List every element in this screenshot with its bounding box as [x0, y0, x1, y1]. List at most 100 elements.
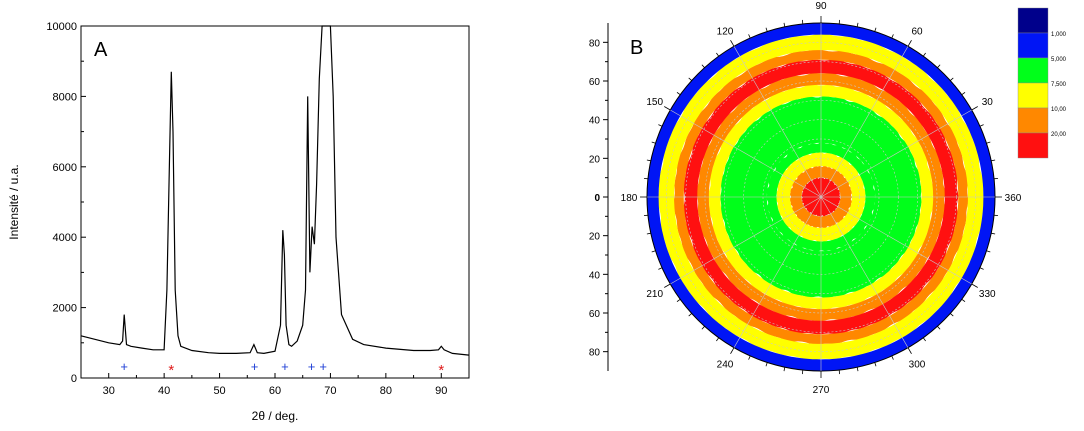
angle-tick — [980, 268, 984, 270]
angle-label: 360 — [1005, 193, 1022, 204]
x-tick-label: 30 — [103, 385, 115, 397]
angle-tick — [986, 251, 990, 252]
angle-tick — [908, 348, 912, 354]
angle-tick — [857, 367, 858, 371]
y-tick-label: 4000 — [53, 232, 77, 244]
angle-tick — [857, 23, 858, 27]
angle-label: 330 — [979, 289, 996, 300]
angle-tick — [731, 348, 735, 354]
x-tick-label: 70 — [324, 385, 336, 397]
radial-tick-label: 20 — [589, 154, 601, 165]
plus-marker: + — [120, 359, 128, 374]
angle-tick — [689, 313, 692, 316]
angle-tick — [664, 284, 670, 288]
angle-tick — [652, 251, 656, 252]
legend-swatch — [1018, 133, 1048, 158]
star-marker: * — [438, 362, 444, 379]
angle-label: 210 — [646, 289, 663, 300]
angle-tick — [702, 326, 705, 329]
angle-tick — [991, 233, 995, 234]
star-marker: * — [168, 362, 174, 379]
angle-label: 60 — [911, 27, 923, 38]
angle-tick — [647, 233, 651, 234]
x-tick-label: 60 — [269, 385, 281, 397]
x-tick-label: 50 — [213, 385, 225, 397]
legend-swatch — [1018, 8, 1048, 33]
xrd-chart-svg: 30 40 50 60 70 80 90 0 2000 4000 6000 8000 10000 + * +… — [0, 0, 520, 426]
x-tick-label: 90 — [435, 385, 447, 397]
y-tick-label: 6000 — [53, 162, 77, 174]
legend-label: 5,000 — [1051, 57, 1067, 63]
radial-tick-label: 60 — [589, 309, 601, 320]
angle-tick — [784, 23, 785, 27]
angle-tick — [766, 362, 767, 366]
angle-tick — [652, 142, 656, 143]
angle-tick — [716, 338, 718, 341]
plus-marker: + — [281, 359, 289, 374]
angle-tick — [875, 28, 876, 32]
x-axis-label: 2θ / deg. — [252, 409, 299, 423]
radial-tick-label: 40 — [589, 116, 601, 127]
x-tick-label: 80 — [380, 385, 392, 397]
angle-tick — [962, 92, 965, 94]
legend-swatch — [1018, 108, 1048, 133]
y-tick-label: 10000 — [46, 21, 77, 33]
angle-tick — [875, 362, 876, 366]
angle-tick — [950, 78, 953, 81]
legend-label: 20,00 — [1051, 132, 1067, 138]
angle-tick — [677, 92, 680, 94]
angle-tick — [892, 34, 894, 38]
y-tick-label: 0 — [71, 373, 77, 385]
polar-grid — [640, 16, 1002, 378]
angle-tick — [991, 160, 995, 161]
angle-tick — [923, 338, 925, 341]
legend-swatch — [1018, 83, 1048, 108]
angle-label: 270 — [813, 385, 830, 396]
legend-label: 7,500 — [1051, 82, 1067, 88]
angle-tick — [923, 53, 925, 56]
angle-tick — [784, 367, 785, 371]
angle-tick — [716, 53, 718, 56]
angle-label: 150 — [646, 97, 663, 108]
angle-tick — [937, 65, 940, 68]
angle-label: 120 — [717, 27, 734, 38]
plot-frame — [81, 26, 469, 378]
panel-label: A — [94, 39, 108, 61]
peak-markers: +*++++* — [120, 359, 444, 379]
radial-tick-label: 40 — [589, 270, 601, 281]
radial-tick-label: 20 — [589, 232, 601, 243]
angle-tick — [677, 299, 680, 301]
angle-label: 90 — [815, 1, 827, 12]
angle-tick — [892, 356, 894, 360]
angle-label: 300 — [909, 359, 926, 370]
angle-tick — [972, 284, 978, 288]
legend-swatch — [1018, 58, 1048, 83]
angle-tick — [731, 40, 735, 46]
angle-label: 180 — [621, 193, 638, 204]
angle-tick — [647, 160, 651, 161]
legend-label: 10,00 — [1051, 107, 1067, 113]
plus-marker: + — [308, 359, 316, 374]
y-tick-label: 2000 — [53, 303, 77, 315]
angle-tick — [962, 299, 965, 301]
angle-tick — [950, 313, 953, 316]
radial-zero-label: 0 — [594, 193, 600, 204]
angle-label: 30 — [982, 97, 994, 108]
axis-ticks: 30 40 50 60 70 80 90 0 2000 4000 6000 8000 10000 — [46, 21, 447, 397]
angle-tick — [986, 142, 990, 143]
plus-marker: + — [319, 359, 327, 374]
xrd-chart-panel: 30 40 50 60 70 80 90 0 2000 4000 6000 8000 10000 + * +… — [0, 0, 520, 426]
angle-tick — [972, 107, 978, 111]
radial-tick-label: 60 — [589, 77, 601, 88]
angle-tick — [689, 78, 692, 81]
x-tick-label: 40 — [158, 385, 170, 397]
legend-swatch — [1018, 33, 1048, 58]
angle-tick — [980, 125, 984, 127]
plus-marker: + — [251, 359, 259, 374]
y-tick-label: 8000 — [53, 91, 77, 103]
angle-tick — [749, 34, 751, 38]
